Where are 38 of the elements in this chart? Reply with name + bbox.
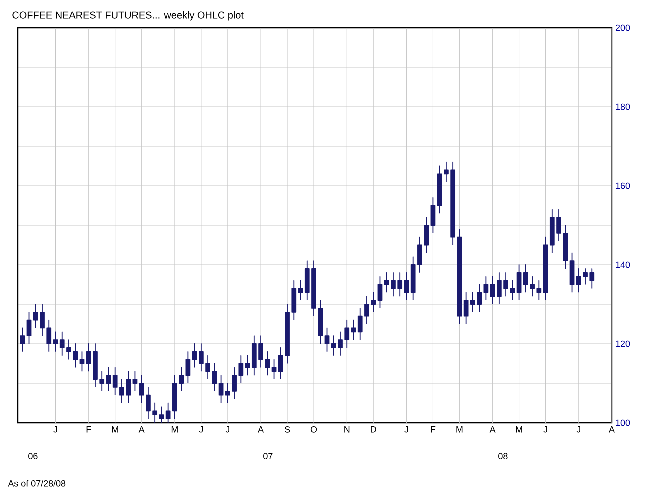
candlestick — [457, 228, 462, 325]
x-tick-label: A — [490, 426, 496, 433]
candlestick — [186, 351, 191, 384]
y-tick-label: 100 — [616, 420, 630, 426]
candlestick — [20, 328, 26, 352]
x-tick-label: A — [258, 426, 264, 433]
x-tick-label: F — [86, 426, 92, 433]
x-tick-label: S — [284, 426, 290, 433]
x-tick-label: J — [226, 426, 230, 433]
x-tick-label: N — [344, 426, 350, 433]
x-tick-label: J — [199, 426, 204, 433]
chart-title: COFFEE NEAREST FUTURES... weekly OHLC plot — [12, 12, 244, 21]
x-tick-label: J — [544, 426, 548, 433]
y-tick-label: 120 — [616, 340, 630, 348]
x-tick-label: O — [310, 426, 318, 433]
x-tick-label: M — [516, 426, 522, 433]
text: 07 — [264, 453, 273, 460]
y-tick-label: 140 — [616, 262, 630, 268]
x-tick-label: J — [404, 426, 408, 433]
x-tick-label: J — [54, 426, 58, 433]
y-tick-label: 180 — [616, 104, 630, 110]
candlestick — [192, 344, 198, 368]
x-tick-label: M — [456, 426, 463, 433]
text: As of 07/28/08 — [8, 480, 66, 487]
x-tick-label: A — [138, 426, 145, 433]
x-tick-label: M — [172, 426, 178, 433]
text: 08 — [498, 453, 508, 460]
x-tick-label: D — [371, 426, 376, 433]
x-tick-label: J — [576, 426, 580, 433]
x-tick-label: F — [431, 426, 436, 433]
y-tick-label: 160 — [616, 182, 630, 190]
candlestick — [490, 276, 496, 305]
text: 06 — [28, 453, 38, 460]
x-tick-label: A — [609, 426, 615, 433]
candlestick — [484, 276, 489, 301]
y-tick-label: 200 — [616, 24, 630, 32]
x-tick-label: M — [112, 426, 118, 433]
candlestick — [543, 236, 548, 301]
